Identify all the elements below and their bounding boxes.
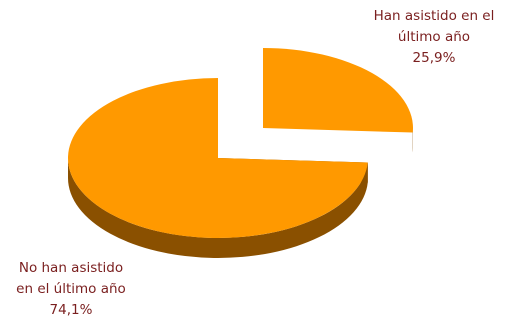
slice-1-value-label: 25,9% — [413, 50, 456, 66]
pie-slice-1-top — [263, 48, 413, 133]
pie-slice-2-top — [68, 78, 368, 238]
slice-1-label-line-1: Han asistido en el — [374, 8, 495, 24]
slice-2-value-label: 74,1% — [50, 302, 93, 318]
pie-slice-2-side — [68, 158, 368, 258]
slice-1-label-line-2: último año — [398, 29, 470, 45]
slice-2-label-line-2: en el último año — [16, 281, 126, 297]
pie-slice-1 — [263, 48, 413, 153]
slice-labels: Han asistido en el último año 25,9% No h… — [16, 8, 494, 318]
pie-slice-2 — [68, 78, 368, 258]
slice-2-label-line-1: No han asistido — [19, 260, 123, 276]
